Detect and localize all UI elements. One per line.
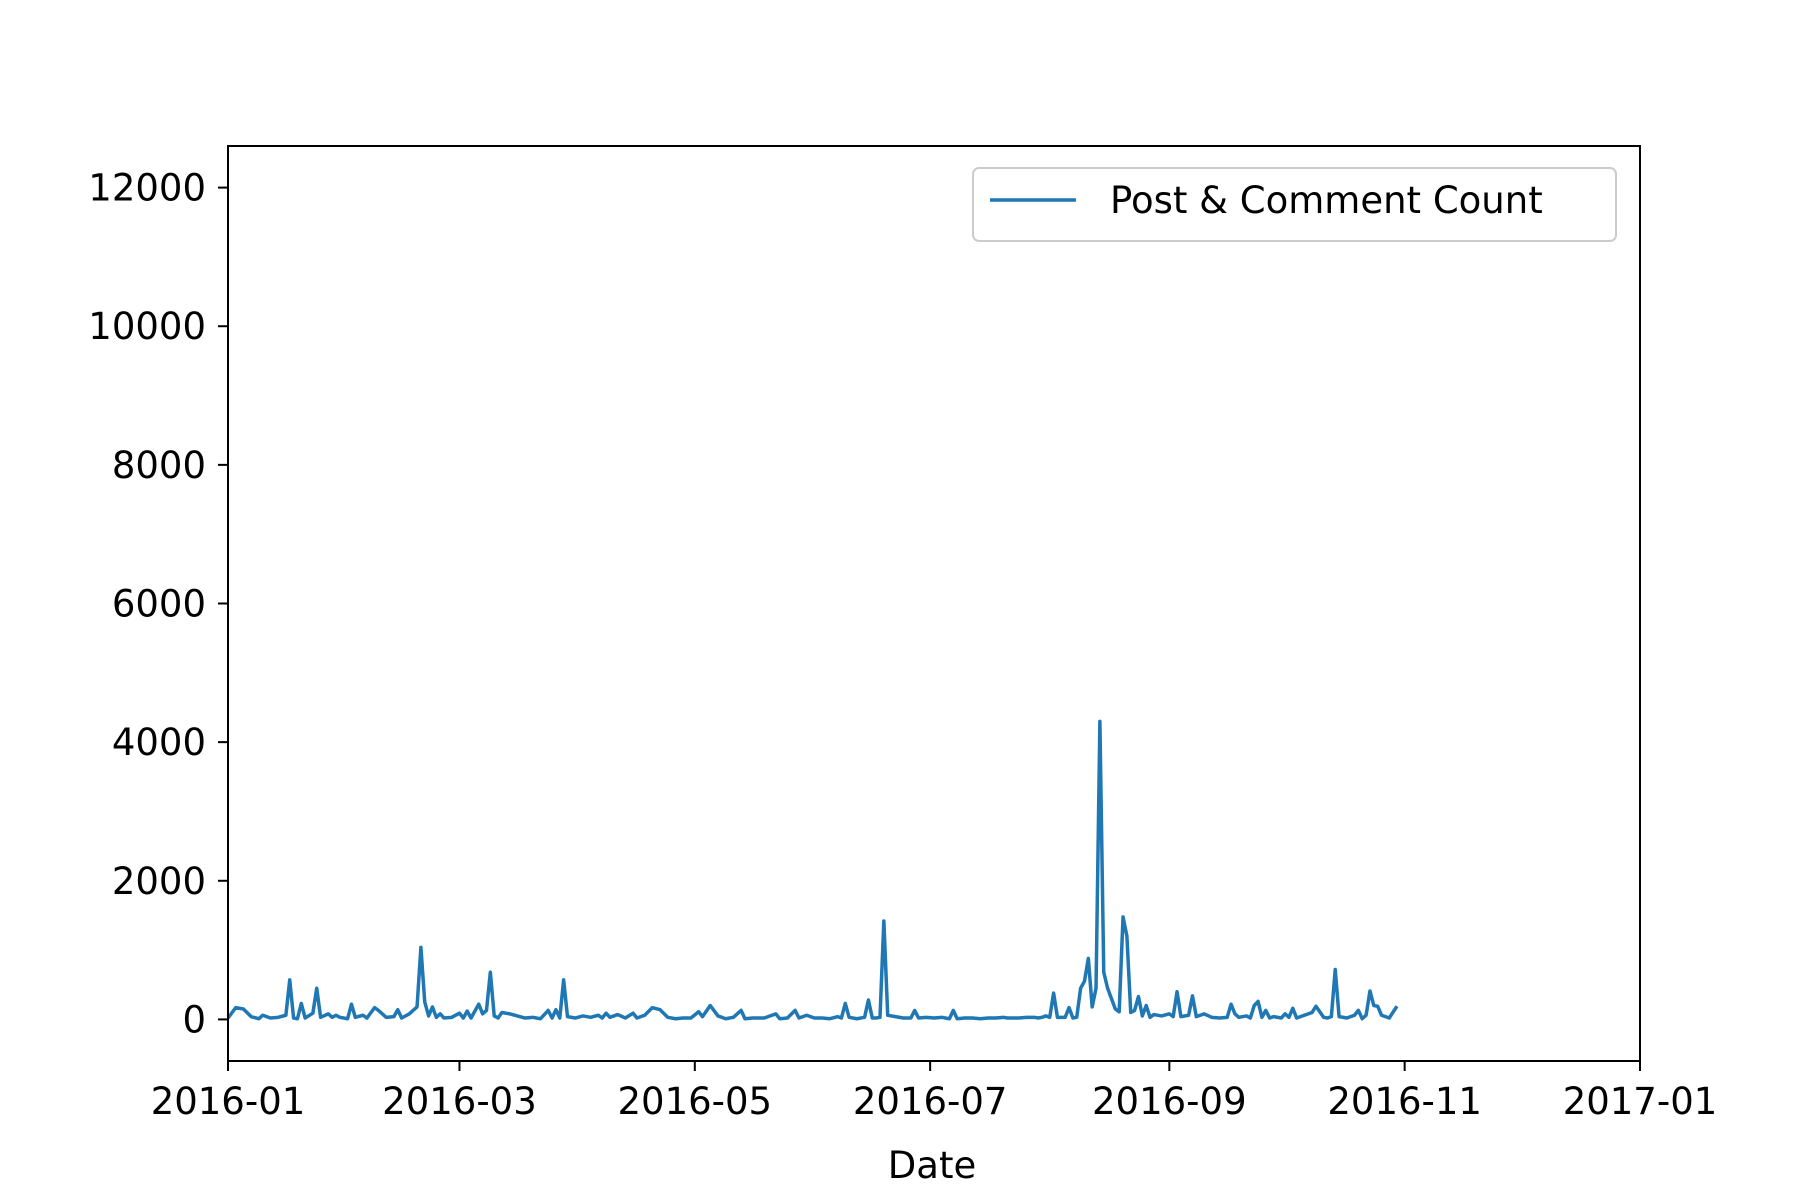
x-tick-label: 2017-01 xyxy=(1563,1080,1718,1123)
y-tick-label: 10000 xyxy=(88,305,206,348)
x-tick-label: 2016-07 xyxy=(853,1080,1008,1123)
plot-area xyxy=(228,719,1399,1021)
y-tick-label: 6000 xyxy=(112,583,206,626)
y-tick-label: 0 xyxy=(182,998,206,1041)
y-tick-label: 2000 xyxy=(112,860,206,903)
x-tick-label: 2016-03 xyxy=(382,1080,537,1123)
y-tick-label: 4000 xyxy=(112,721,206,764)
legend: Post & Comment Count xyxy=(972,167,1617,242)
y-tick-label: 12000 xyxy=(88,167,206,210)
x-tick-label: 2016-09 xyxy=(1092,1080,1247,1123)
legend-label: Post & Comment Count xyxy=(1110,179,1543,222)
series-line-post-comment-count xyxy=(228,719,1399,1021)
tick-layer: 0 2000 4000 6000 8000 10000 12000 2016-01 2016-0… xyxy=(88,167,1717,1123)
y-tick-label: 8000 xyxy=(112,444,206,487)
legend-box xyxy=(972,167,1617,242)
axes-frame xyxy=(227,145,1641,1062)
x-tick-label: 2016-11 xyxy=(1327,1080,1482,1123)
x-axis-label: Date xyxy=(888,1144,976,1187)
x-tick-label: 2016-05 xyxy=(618,1080,773,1123)
x-tick-label: 2016-01 xyxy=(151,1080,306,1123)
